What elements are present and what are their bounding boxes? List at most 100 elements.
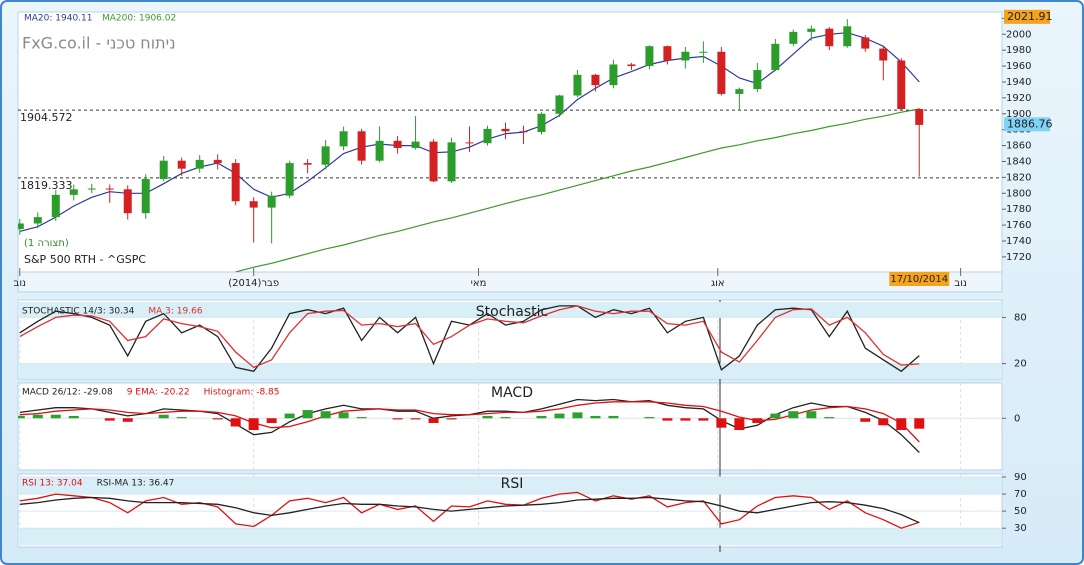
candle-body: [33, 217, 42, 224]
x-tick-label: מאי: [471, 278, 487, 289]
histogram-bar: [608, 415, 619, 419]
candle-body: [537, 113, 546, 133]
series-line: [235, 108, 920, 272]
histogram-bar: [590, 415, 601, 419]
candle-body: [825, 28, 834, 47]
level-label: 1819.333: [20, 179, 73, 192]
y-tick-label: 2000: [1006, 29, 1031, 40]
candle-body: [483, 128, 492, 144]
candle-body: [789, 31, 798, 44]
y-tick-label: 1780: [1006, 204, 1031, 215]
y-tick-label: 1900: [1006, 109, 1031, 120]
histogram-bar: [266, 418, 277, 423]
candle-body: [177, 160, 186, 169]
histogram-bar: [338, 412, 349, 419]
candle-body: [18, 223, 24, 230]
histogram-bar: [104, 418, 115, 421]
histogram-bar: [122, 418, 133, 422]
histogram-bar: [320, 411, 331, 419]
x-tick-label: (2014)פבר: [228, 278, 279, 289]
histogram-bar: [248, 418, 259, 431]
candle-body: [699, 51, 708, 53]
candle-body: [753, 70, 762, 90]
candle-body: [897, 60, 906, 110]
histogram-bar: [500, 417, 511, 419]
indicator-plot: [18, 476, 1002, 546]
candle-body: [87, 188, 96, 190]
candle-body: [771, 43, 780, 71]
candle-body: [843, 26, 852, 47]
panel-title: MACD: [491, 385, 533, 401]
indicator-plot: [18, 302, 1002, 379]
candle-body: [51, 194, 60, 218]
histogram-bar: [482, 415, 493, 419]
band: [18, 476, 1002, 495]
histogram-bar: [752, 418, 763, 423]
series-line: [19, 305, 920, 369]
price-panel: [17, 11, 1003, 273]
y-tick-label: 90: [1014, 472, 1027, 483]
series-line: [19, 496, 920, 524]
histogram-bar: [824, 417, 835, 419]
panel-title: RSI: [501, 476, 524, 492]
watermark: FxG.co.il - ניתוח טכני: [22, 34, 176, 53]
candle-body: [735, 89, 744, 94]
candle-body: [447, 142, 456, 182]
histogram-bar: [716, 418, 727, 428]
histogram-bar: [446, 418, 457, 420]
y-tick-label: 1800: [1006, 188, 1031, 199]
histogram-bar: [788, 411, 799, 419]
histogram-bar: [662, 418, 673, 421]
date-box: [889, 272, 950, 286]
legend-entry: Histogram: -8.85: [204, 388, 280, 398]
candle-body: [861, 37, 870, 49]
candle-body: [339, 131, 348, 147]
histogram-bar: [158, 414, 169, 419]
histogram-bar: [230, 418, 241, 427]
histogram-bar: [212, 418, 223, 420]
band: [18, 363, 1002, 379]
candle-body: [357, 131, 366, 161]
candle-body: [285, 163, 294, 196]
legend-entry: RSI-MA 13: 36.47: [97, 479, 175, 489]
candle-body: [645, 46, 654, 67]
legend-entry: 9 EMA: -20.22: [127, 388, 190, 398]
y-tick-label: 1760: [1006, 220, 1031, 231]
candle-body: [375, 140, 384, 161]
x-tick-label: אוג: [711, 278, 725, 289]
histogram-bar: [554, 413, 565, 419]
histogram-bar: [428, 418, 439, 423]
histogram-bar: [914, 418, 925, 429]
candle-body: [609, 64, 618, 86]
candle-body: [213, 159, 222, 164]
candle-body: [123, 189, 132, 214]
histogram-bar: [860, 418, 871, 422]
high-label: 2021.91: [1007, 10, 1053, 23]
histogram-bar: [356, 417, 367, 419]
candle-body: [501, 128, 510, 132]
x-tick-label: נוב: [954, 278, 967, 289]
last-price-box: [1004, 117, 1050, 132]
histogram-bar: [176, 417, 187, 419]
candle-body: [195, 159, 204, 169]
x-axis-strip: [17, 271, 1003, 293]
candle-body: [69, 189, 78, 195]
histogram-bar: [392, 418, 403, 420]
histogram-bar: [734, 418, 745, 431]
legend-entry: MA 3: 19.66: [148, 307, 202, 317]
indicator-plot: [18, 398, 1002, 453]
candle-body: [231, 163, 240, 202]
macd-panel: [17, 382, 1003, 471]
candle-body: [321, 146, 330, 165]
histogram-bar: [536, 415, 547, 419]
y-tick-label: 1740: [1006, 236, 1031, 247]
histogram-bar: [32, 414, 43, 419]
candle-body: [465, 142, 474, 144]
histogram-bar: [896, 418, 907, 431]
y-tick-label: 0: [1014, 413, 1020, 424]
legend-entry: MA200: 1906.02: [102, 14, 176, 24]
histogram-bar: [770, 413, 781, 419]
candle-body: [717, 51, 726, 94]
histogram-bar: [68, 415, 79, 419]
candle-body: [429, 141, 438, 182]
